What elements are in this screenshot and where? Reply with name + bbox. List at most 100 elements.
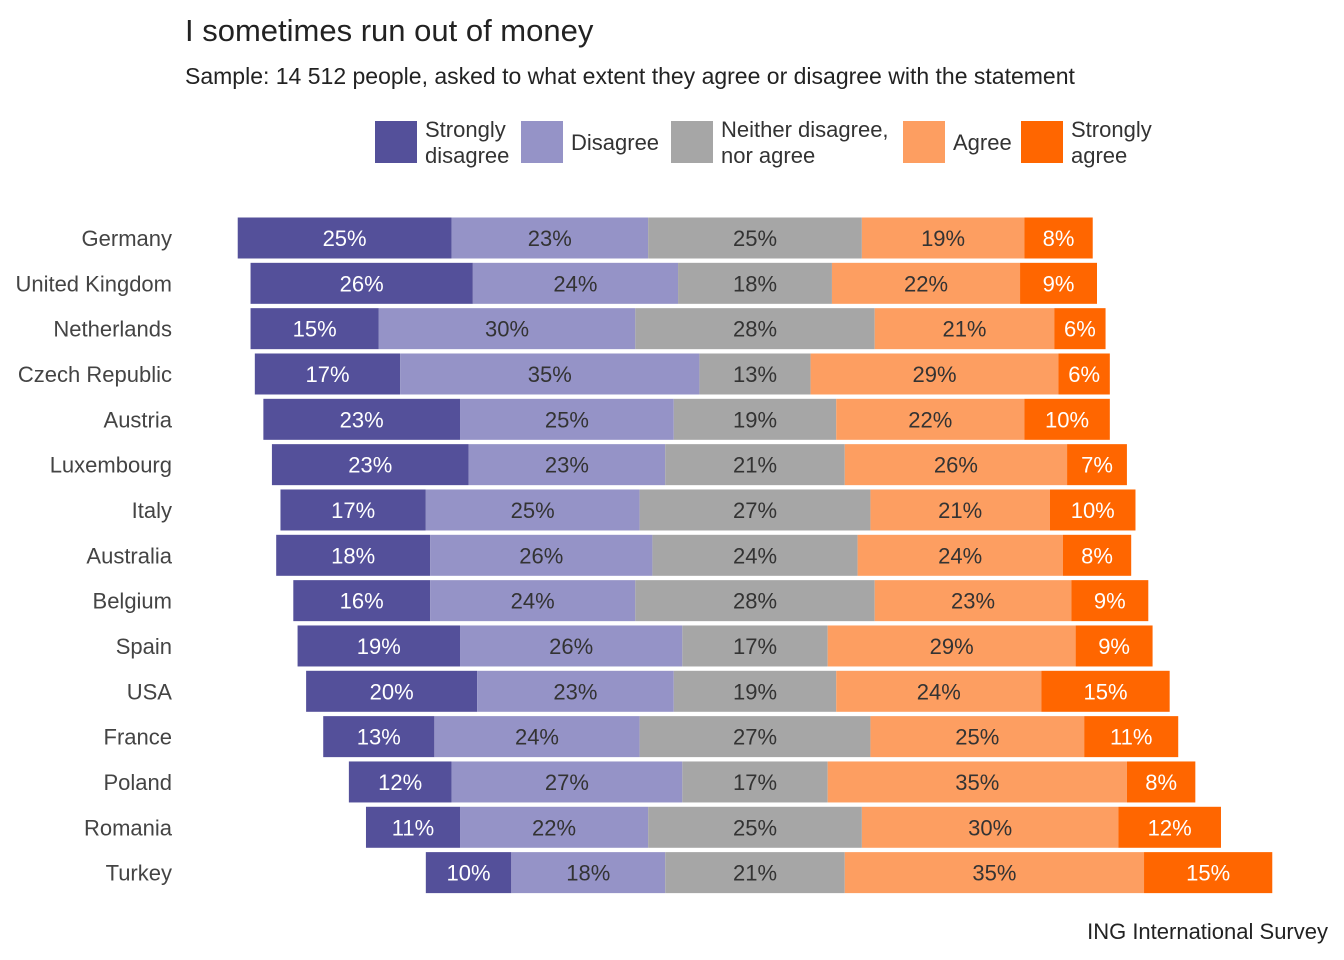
bar-value-label: 25% xyxy=(511,498,555,523)
bar-segment xyxy=(451,761,683,803)
bar-row: 17% 35% 13% 29% 6% xyxy=(254,353,1110,395)
bar-value-label: 12% xyxy=(1148,815,1192,840)
bar-value-label: 30% xyxy=(485,317,529,342)
bar-segment xyxy=(293,580,431,622)
legend-label: Neither disagree, nor agree xyxy=(721,117,889,168)
bar-segment xyxy=(434,716,640,758)
bar-segment xyxy=(665,444,845,486)
bar-segment xyxy=(836,398,1025,440)
category-label: Romania xyxy=(84,815,173,840)
bar-segment xyxy=(1071,580,1149,622)
bar-segment xyxy=(682,625,828,667)
category-labels: Germany United Kingdom Netherlands Czech Re… xyxy=(15,226,172,886)
bar-segment xyxy=(857,534,1063,576)
bar-segment xyxy=(831,262,1021,304)
legend-swatch xyxy=(375,121,417,163)
bar-value-label: 21% xyxy=(938,498,982,523)
bar-value-label: 23% xyxy=(348,453,392,478)
bar-segment xyxy=(870,716,1085,758)
category-label: Turkey xyxy=(106,861,172,886)
bar-segment xyxy=(874,580,1072,622)
chart-subtitle: Sample: 14 512 people, asked to what ext… xyxy=(185,63,1076,89)
bar-segment xyxy=(844,444,1068,486)
bar-segment xyxy=(635,308,875,350)
bar-value-label: 29% xyxy=(913,362,957,387)
bar-value-label: 13% xyxy=(357,725,401,750)
category-label: Spain xyxy=(116,634,172,659)
bar-value-label: 35% xyxy=(972,861,1016,886)
bar-segment xyxy=(1144,852,1273,894)
category-label: Austria xyxy=(104,407,173,432)
bar-row: 18% 26% 24% 24% 8% xyxy=(276,534,1132,576)
bar-row: 12% 27% 17% 35% 8% xyxy=(348,761,1196,803)
bar-value-label: 26% xyxy=(549,634,593,659)
bar-value-label: 24% xyxy=(511,589,555,614)
bar-value-label: 19% xyxy=(357,634,401,659)
bar-segment xyxy=(861,217,1025,259)
legend-swatch xyxy=(903,121,945,163)
bar-value-label: 30% xyxy=(968,815,1012,840)
category-label: Italy xyxy=(132,498,172,523)
bar-segment xyxy=(365,806,461,848)
bar-segment xyxy=(1084,716,1179,758)
bar-value-label: 24% xyxy=(553,271,597,296)
bar-segment xyxy=(1075,625,1153,667)
bar-segment xyxy=(682,761,828,803)
bar-segment xyxy=(276,534,431,576)
bar-value-label: 16% xyxy=(340,589,384,614)
bar-value-label: 29% xyxy=(930,634,974,659)
bar-value-label: 17% xyxy=(733,634,777,659)
bar-value-label: 24% xyxy=(917,679,961,704)
bar-segment xyxy=(472,262,679,304)
legend-swatch xyxy=(671,121,713,163)
bar-segment xyxy=(460,398,674,440)
bar-segment xyxy=(1126,761,1196,803)
bar-segment xyxy=(648,217,862,259)
bar-value-label: 23% xyxy=(553,679,597,704)
bar-segment xyxy=(827,625,1076,667)
bar-value-label: 35% xyxy=(528,362,572,387)
bar-row: 19% 26% 17% 29% 9% xyxy=(297,625,1153,667)
bar-segment xyxy=(827,761,1127,803)
legend-swatch xyxy=(1021,121,1063,163)
legend-label: Disagree xyxy=(571,130,659,155)
bar-value-label: 19% xyxy=(733,679,777,704)
bar-segment xyxy=(874,308,1055,350)
bar-segment xyxy=(1062,534,1132,576)
bar-segment xyxy=(250,308,379,350)
bar-segment xyxy=(1024,217,1093,259)
bar-segment xyxy=(810,353,1059,395)
bar-value-label: 27% xyxy=(733,725,777,750)
bar-segment xyxy=(348,761,452,803)
category-label: United Kingdom xyxy=(15,271,172,296)
bar-value-label: 10% xyxy=(447,861,491,886)
bar-row: 23% 23% 21% 26% 7% xyxy=(271,444,1127,486)
bar-segment xyxy=(400,353,700,395)
bar-value-label: 11% xyxy=(392,815,434,840)
bar-value-label: 24% xyxy=(515,725,559,750)
bar-value-label: 24% xyxy=(938,543,982,568)
category-label: Netherlands xyxy=(53,317,172,342)
legend-label: Agree xyxy=(953,130,1012,155)
category-label: USA xyxy=(127,679,173,704)
bar-segment xyxy=(280,489,426,531)
bar-value-label: 25% xyxy=(955,725,999,750)
bar-value-label: 18% xyxy=(566,861,610,886)
bar-segment xyxy=(648,806,862,848)
bar-value-label: 6% xyxy=(1068,362,1100,387)
bar-value-label: 23% xyxy=(545,453,589,478)
bar-value-label: 24% xyxy=(733,543,777,568)
bar-segment xyxy=(263,398,461,440)
bar-value-label: 13% xyxy=(733,362,777,387)
bar-segment xyxy=(639,716,871,758)
category-label: Belgium xyxy=(93,589,172,614)
bar-segment xyxy=(378,308,636,350)
bar-row: 20% 23% 19% 24% 15% xyxy=(306,670,1170,712)
bar-segment xyxy=(297,625,461,667)
bar-segment xyxy=(652,534,858,576)
bar-value-label: 12% xyxy=(378,770,422,795)
bar-value-label: 21% xyxy=(733,453,777,478)
bar-value-label: 9% xyxy=(1098,634,1130,659)
bar-segment xyxy=(1024,398,1110,440)
bar-value-label: 22% xyxy=(908,407,952,432)
